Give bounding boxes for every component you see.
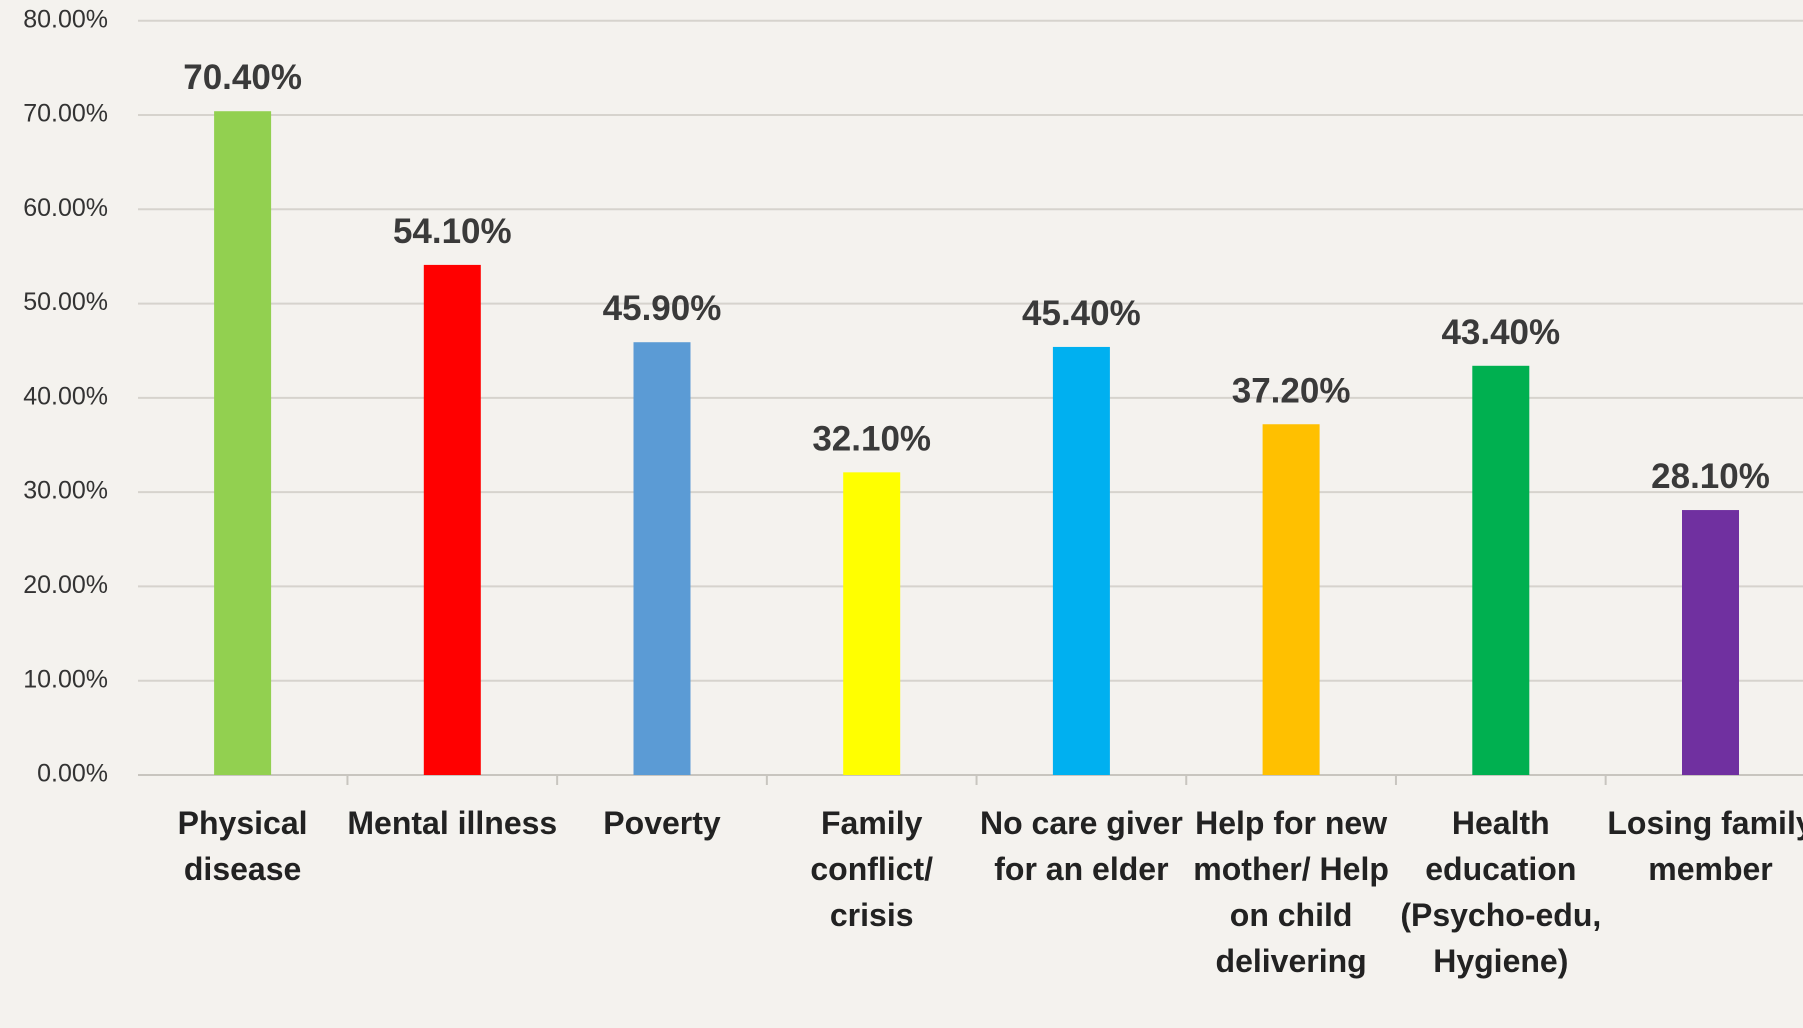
bar [843,472,901,775]
y-tick-label: 20.00% [23,571,108,599]
y-tick-label: 50.00% [23,288,108,316]
x-tick-label: Physical disease [177,805,308,887]
value-label: 45.90% [603,289,722,328]
x-tick-label: Family conflict/ crisis [810,805,934,933]
y-tick-label: 40.00% [23,382,108,410]
value-label: 45.40% [1022,294,1141,333]
x-tick-label: Poverty [603,805,721,841]
x-tick-label: Help for new mother/ Help on child deliv… [1193,805,1389,979]
value-label: 54.10% [393,212,512,251]
bar [214,111,272,775]
bar [633,342,691,775]
x-tick-label: Losing family member [1607,805,1803,887]
value-label: 43.40% [1441,313,1560,352]
bar [1052,346,1110,775]
x-tick-label: No care giver for an elder [980,805,1183,887]
value-label: 70.40% [183,58,302,97]
y-tick-label: 60.00% [23,194,108,222]
y-tick-label: 70.00% [23,100,108,128]
bar [1472,365,1530,775]
x-tick-label: Mental illness [347,805,558,841]
value-label: 32.10% [812,419,931,458]
y-tick-label: 0.00% [37,760,108,788]
bar [1262,424,1320,775]
x-tick-label: Health education (Psycho-edu, Hygiene) [1400,805,1602,979]
y-tick-label: 10.00% [23,665,108,693]
value-label: 37.20% [1232,371,1351,410]
value-label: 28.10% [1651,457,1770,496]
y-tick-label: 80.00% [23,5,108,33]
bar [1682,510,1739,775]
y-tick-label: 30.00% [23,477,108,505]
bar [423,264,481,775]
